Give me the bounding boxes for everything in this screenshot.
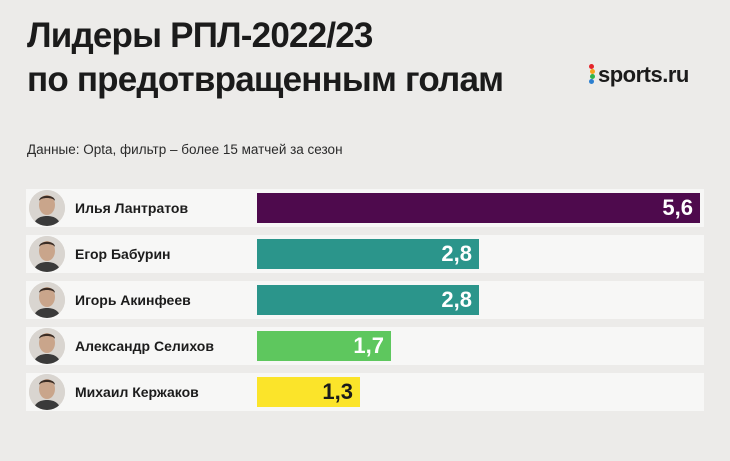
chart-title: Лидеры РПЛ-2022/23 по предотвращенным го…	[27, 14, 504, 102]
chart-row	[26, 373, 704, 411]
sports-ru-logo: sports.ru	[588, 62, 689, 88]
player-photo-icon	[29, 374, 65, 410]
player-avatar	[29, 190, 65, 226]
bar-value-label: 2,8	[441, 287, 472, 312]
data-source-note: Данные: Opta, фильтр – более 15 матчей з…	[27, 142, 343, 157]
logo-dot-red	[589, 64, 594, 69]
chart-title-line-2: по предотвращенным голам	[27, 60, 504, 99]
player-photo-icon	[29, 190, 65, 226]
bar-value-label: 1,3	[322, 379, 353, 404]
player-photo-icon	[29, 236, 65, 272]
player-photo-icon	[29, 328, 65, 364]
bar	[257, 285, 479, 315]
logo-text: sports.ru	[598, 62, 689, 87]
logo-dot-orange	[590, 69, 595, 74]
bar	[257, 193, 700, 223]
category-label: Михаил Кержаков	[75, 384, 199, 400]
player-avatar	[29, 236, 65, 272]
player-avatar	[29, 328, 65, 364]
player-photo-icon	[29, 282, 65, 318]
bar-value-label: 5,6	[662, 195, 693, 220]
player-avatar	[29, 282, 65, 318]
bar-value-label: 1,7	[353, 333, 384, 358]
bar	[257, 239, 479, 269]
bar	[257, 331, 391, 361]
logo-dots-icon	[588, 64, 596, 86]
logo-dot-green	[590, 74, 595, 79]
bar-value-label: 2,8	[441, 241, 472, 266]
category-label: Александр Селихов	[75, 338, 214, 354]
logo-dot-blue	[589, 79, 594, 84]
chart-title-line-1: Лидеры РПЛ-2022/23	[27, 16, 373, 55]
bar	[257, 377, 360, 407]
category-label: Илья Лантратов	[75, 200, 189, 216]
category-label: Егор Бабурин	[75, 246, 171, 262]
player-avatar	[29, 374, 65, 410]
category-label: Игорь Акинфеев	[75, 292, 191, 308]
